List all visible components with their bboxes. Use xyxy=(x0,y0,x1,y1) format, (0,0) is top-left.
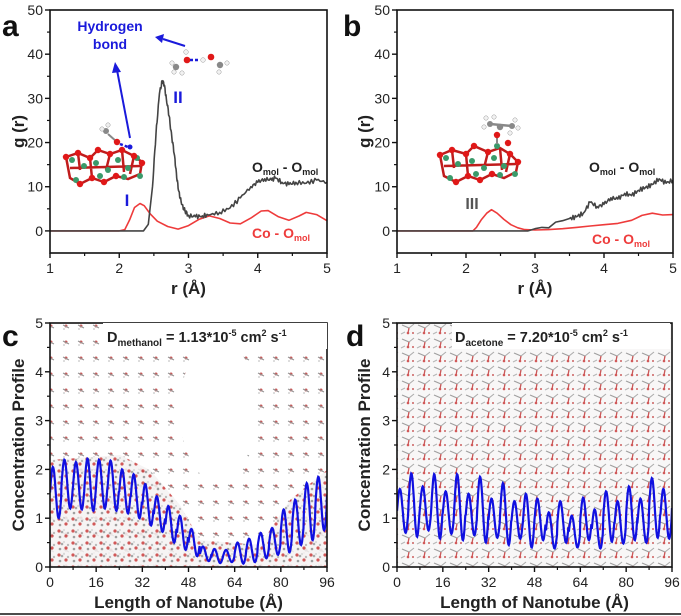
x-tick-label: 1 xyxy=(46,260,54,276)
x-tick-label: 32 xyxy=(135,574,151,590)
methanol-snapshot-background xyxy=(50,323,327,567)
y-tick-label: 5 xyxy=(382,315,390,331)
y-tick-label: 20 xyxy=(374,135,390,151)
y-tick-label: 20 xyxy=(27,135,43,151)
y-axis-title: g (r) xyxy=(355,115,374,148)
x-axis-title: r (Å) xyxy=(171,279,206,298)
panel-label-d: d xyxy=(346,320,364,353)
x-tick-label: 0 xyxy=(46,574,54,590)
x-tick-label: 80 xyxy=(273,574,289,590)
diffusion-label-box-d xyxy=(452,323,670,349)
x-tick-label: 64 xyxy=(573,574,589,590)
x-axis-title: Length of Nanotube (Å) xyxy=(94,593,283,612)
panel-label-c: c xyxy=(2,320,19,353)
annotation-hydrogen: Hydrogen xyxy=(77,18,142,34)
y-tick-label: 2 xyxy=(382,461,390,477)
hydrogen-bond-arrow-icon xyxy=(112,34,186,139)
y-tick-label: 0 xyxy=(35,559,43,575)
annotation-peak-II: II xyxy=(173,88,182,107)
y-axis-title: Concentration Profile xyxy=(9,359,28,532)
y-tick-label: 5 xyxy=(35,315,43,331)
y-tick-label: 3 xyxy=(382,413,390,429)
legend-omol-omol-b: Omol - Omol xyxy=(589,159,655,177)
annotation-peak-I: I xyxy=(125,191,130,210)
y-tick-label: 30 xyxy=(374,90,390,106)
x-tick-label: 3 xyxy=(185,260,193,276)
y-tick-label: 2 xyxy=(35,461,43,477)
y-tick-label: 0 xyxy=(35,223,43,239)
diffusion-coefficient-methanol: Dmethanol = 1.13*10-5 cm2 s-1 xyxy=(107,328,287,349)
y-tick-label: 1 xyxy=(382,510,390,526)
x-tick-label: 48 xyxy=(527,574,543,590)
acetone-on-cluster-icon xyxy=(436,114,522,186)
x-tick-label: 32 xyxy=(481,574,497,590)
x-tick-label: 96 xyxy=(319,574,335,590)
x-tick-label: 4 xyxy=(254,260,262,276)
diffusion-coefficient-acetone: Dacetone = 7.20*10-5 cm2 s-1 xyxy=(455,328,628,349)
legend-co-omol-a: Co - Omol xyxy=(252,225,310,243)
y-axis-title: Concentration Profile xyxy=(355,359,374,532)
legend-omol-omol-a: Omol - Omol xyxy=(252,159,318,177)
y-tick-label: 4 xyxy=(382,364,390,380)
x-tick-label: 3 xyxy=(531,260,539,276)
y-tick-label: 3 xyxy=(35,413,43,429)
y-tick-label: 30 xyxy=(27,90,43,106)
plot-frame xyxy=(396,9,674,254)
x-tick-label: 2 xyxy=(115,260,123,276)
x-tick-label: 4 xyxy=(600,260,608,276)
x-tick-label: 1 xyxy=(393,260,401,276)
y-axis-title: g (r) xyxy=(9,115,28,148)
y-tick-label: 0 xyxy=(382,223,390,239)
y-tick-label: 10 xyxy=(27,179,43,195)
annotation-peak-III: III xyxy=(465,196,478,213)
annotation-bond: bond xyxy=(93,36,127,52)
co-oxide-cluster-icon xyxy=(62,122,146,188)
series-line-o-mol-o-mol xyxy=(397,177,673,232)
panel-label-a: a xyxy=(2,10,19,43)
x-tick-label: 5 xyxy=(669,260,677,276)
x-tick-label: 80 xyxy=(618,574,634,590)
molecular-structure-inset xyxy=(62,34,230,188)
y-tick-label: 0 xyxy=(382,559,390,575)
plot-area-d xyxy=(397,471,672,550)
x-tick-label: 64 xyxy=(227,574,243,590)
series-line-concentration-d xyxy=(397,471,672,550)
axes-d: 0 16 32 48 64 80 96 0 1 2 3 4 5 Length of Nanotube (Å… xyxy=(355,315,680,612)
y-tick-label: 50 xyxy=(374,2,390,18)
series-line-concentration-c xyxy=(50,456,327,565)
diffusion-label-box-c xyxy=(103,323,327,349)
x-tick-label: 0 xyxy=(393,574,401,590)
panel-a: a xyxy=(2,2,331,298)
series-line-co-o-mol xyxy=(397,208,673,232)
panel-d: d 0 16 32 48 64 80 96 0 1 2 3 4 5 Length of Nanotube … xyxy=(346,315,680,612)
x-tick-label: 96 xyxy=(664,574,680,590)
series-line-o-mol-o-mol xyxy=(50,79,327,232)
axes-c: 0 16 32 48 64 80 96 0 1 2 3 4 5 Length of Nanotube (Å… xyxy=(9,315,335,612)
x-tick-label: 16 xyxy=(88,574,104,590)
y-tick-label: 40 xyxy=(374,46,390,62)
plot-area-a xyxy=(50,79,327,232)
x-axis-title: Length of Nanotube (Å) xyxy=(440,593,629,612)
y-tick-label: 4 xyxy=(35,364,43,380)
x-tick-label: 2 xyxy=(462,260,470,276)
y-tick-label: 50 xyxy=(27,2,43,18)
panel-label-b: b xyxy=(343,10,361,43)
plot-area-b xyxy=(397,177,673,232)
panel-c: c 0 16 32 48 64 80 96 0 1 2 3 4 5 Length of Nanotube … xyxy=(2,315,335,612)
legend-co-omol-b: Co - Omol xyxy=(592,231,650,249)
methanol-dimer-icon xyxy=(169,49,230,76)
x-tick-label: 48 xyxy=(181,574,197,590)
x-tick-label: 16 xyxy=(435,574,451,590)
y-tick-label: 1 xyxy=(35,510,43,526)
y-tick-label: 40 xyxy=(27,46,43,62)
x-axis-title: r (Å) xyxy=(518,279,553,298)
x-tick-label: 5 xyxy=(323,260,331,276)
plot-area-c xyxy=(50,456,327,565)
y-tick-label: 10 xyxy=(374,179,390,195)
